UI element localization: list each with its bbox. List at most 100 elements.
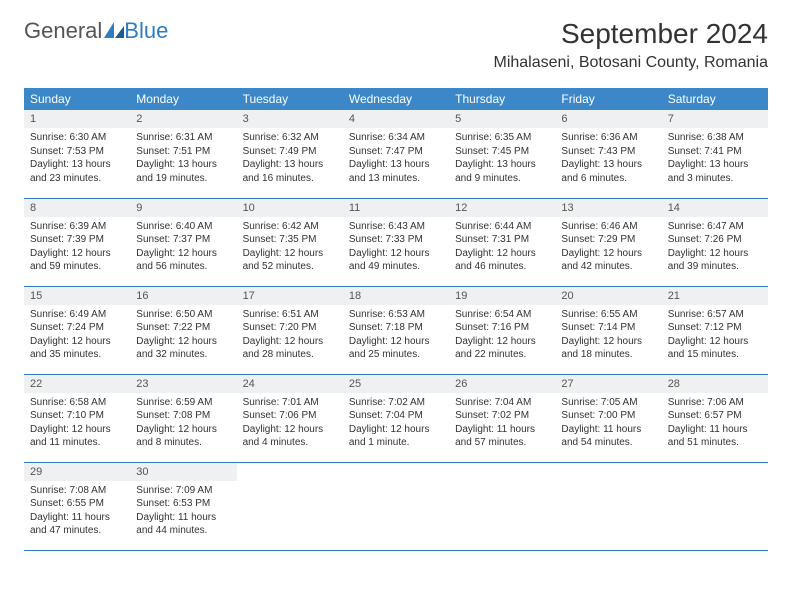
day-body: Sunrise: 6:40 AMSunset: 7:37 PMDaylight:… [130, 217, 236, 280]
daylight-text: and 59 minutes. [30, 260, 124, 274]
day-cell: 27Sunrise: 7:05 AMSunset: 7:00 PMDayligh… [555, 374, 661, 462]
day-body: Sunrise: 6:57 AMSunset: 7:12 PMDaylight:… [662, 305, 768, 368]
day-body: Sunrise: 6:55 AMSunset: 7:14 PMDaylight:… [555, 305, 661, 368]
empty-cell [555, 462, 661, 550]
weekday-header: Saturday [662, 88, 768, 110]
daylight-text: Daylight: 12 hours [30, 335, 124, 349]
sunset-text: Sunset: 7:14 PM [561, 321, 655, 335]
daylight-text: and 3 minutes. [668, 172, 762, 186]
daylight-text: Daylight: 13 hours [243, 158, 337, 172]
day-number: 13 [555, 199, 661, 217]
sunset-text: Sunset: 7:10 PM [30, 409, 124, 423]
weekday-header: Thursday [449, 88, 555, 110]
day-number: 10 [237, 199, 343, 217]
sunrise-text: Sunrise: 7:09 AM [136, 484, 230, 498]
daylight-text: and 8 minutes. [136, 436, 230, 450]
daylight-text: Daylight: 13 hours [136, 158, 230, 172]
daylight-text: Daylight: 12 hours [349, 335, 443, 349]
weekday-header: Friday [555, 88, 661, 110]
day-cell: 11Sunrise: 6:43 AMSunset: 7:33 PMDayligh… [343, 198, 449, 286]
day-body: Sunrise: 7:09 AMSunset: 6:53 PMDaylight:… [130, 481, 236, 544]
day-cell: 14Sunrise: 6:47 AMSunset: 7:26 PMDayligh… [662, 198, 768, 286]
daylight-text: and 6 minutes. [561, 172, 655, 186]
day-number: 25 [343, 375, 449, 393]
week-row: 22 Sunrise: 6:58 AMSunset: 7:10 PM Dayligh… [24, 374, 768, 462]
daylight-text: Daylight: 13 hours [30, 158, 124, 172]
day-cell: 4Sunrise: 6:34 AMSunset: 7:47 PMDaylight… [343, 110, 449, 198]
day-number: 4 [343, 110, 449, 128]
sunset-text: Sunset: 7:31 PM [455, 233, 549, 247]
day-body: Sunrise: 7:05 AMSunset: 7:00 PMDaylight:… [555, 393, 661, 456]
day-body: Sunrise: 6:46 AMSunset: 7:29 PMDaylight:… [555, 217, 661, 280]
daylight-text: Daylight: 12 hours [455, 335, 549, 349]
week-row: 1Sunrise: 6:30 AMSunset: 7:53 PMDaylight… [24, 110, 768, 198]
empty-cell [237, 462, 343, 550]
daylight-text: Daylight: 12 hours [455, 247, 549, 261]
daylight-text: Daylight: 11 hours [455, 423, 549, 437]
sunrise-text: Sunrise: 7:08 AM [30, 484, 124, 498]
sunrise-text: Sunrise: 6:58 AM [30, 396, 124, 410]
sunrise-text: Sunrise: 7:06 AM [668, 396, 762, 410]
sunset-text: Sunset: 7:02 PM [455, 409, 549, 423]
daylight-text: Daylight: 12 hours [349, 423, 443, 437]
daylight-text: Daylight: 13 hours [668, 158, 762, 172]
daylight-text: and 39 minutes. [668, 260, 762, 274]
weekday-header: Monday [130, 88, 236, 110]
day-number: 28 [662, 375, 768, 393]
sunset-text: Sunset: 6:55 PM [30, 497, 124, 511]
day-number: 23 [130, 375, 236, 393]
weekday-header: Tuesday [237, 88, 343, 110]
day-number: 5 [449, 110, 555, 128]
sunrise-text: Sunrise: 7:05 AM [561, 396, 655, 410]
daylight-text: and 47 minutes. [30, 524, 124, 538]
day-body: Sunrise: 6:49 AMSunset: 7:24 PMDaylight:… [24, 305, 130, 368]
sunset-text: Sunset: 7:04 PM [349, 409, 443, 423]
day-cell: 2Sunrise: 6:31 AMSunset: 7:51 PMDaylight… [130, 110, 236, 198]
sunset-text: Sunset: 7:20 PM [243, 321, 337, 335]
weekday-header: Sunday [24, 88, 130, 110]
day-number: 30 [130, 463, 236, 481]
day-cell: 16Sunrise: 6:50 AMSunset: 7:22 PMDayligh… [130, 286, 236, 374]
daylight-text: and 13 minutes. [349, 172, 443, 186]
day-number: 22 [24, 375, 130, 393]
sunrise-text: Sunrise: 7:02 AM [349, 396, 443, 410]
daylight-text: Daylight: 13 hours [349, 158, 443, 172]
daylight-text: Daylight: 12 hours [561, 247, 655, 261]
day-body: Sunrise: 6:51 AMSunset: 7:20 PMDaylight:… [237, 305, 343, 368]
daylight-text: Daylight: 11 hours [668, 423, 762, 437]
day-cell: 9Sunrise: 6:40 AMSunset: 7:37 PMDaylight… [130, 198, 236, 286]
empty-cell [343, 462, 449, 550]
daylight-text: and 54 minutes. [561, 436, 655, 450]
daylight-text: and 56 minutes. [136, 260, 230, 274]
sunset-text: Sunset: 7:24 PM [30, 321, 124, 335]
day-body: Sunrise: 7:02 AMSunset: 7:04 PMDaylight:… [343, 393, 449, 456]
daylight-text: and 49 minutes. [349, 260, 443, 274]
day-cell: 21Sunrise: 6:57 AMSunset: 7:12 PMDayligh… [662, 286, 768, 374]
day-body: Sunrise: 6:38 AMSunset: 7:41 PMDaylight:… [662, 128, 768, 191]
day-number: 2 [130, 110, 236, 128]
daylight-text: and 25 minutes. [349, 348, 443, 362]
empty-cell [449, 462, 555, 550]
sunset-text: Sunset: 6:57 PM [668, 409, 762, 423]
sunrise-text: Sunrise: 6:51 AM [243, 308, 337, 322]
day-cell: 30Sunrise: 7:09 AMSunset: 6:53 PMDayligh… [130, 462, 236, 550]
day-body: Sunrise: 6:53 AMSunset: 7:18 PMDaylight:… [343, 305, 449, 368]
day-number: 14 [662, 199, 768, 217]
logo-word-general: General [24, 18, 102, 44]
daylight-text: and 4 minutes. [243, 436, 337, 450]
day-cell: 15Sunrise: 6:49 AMSunset: 7:24 PMDayligh… [24, 286, 130, 374]
daylight-text: Daylight: 12 hours [136, 423, 230, 437]
sunset-text: Sunset: 7:08 PM [136, 409, 230, 423]
sunrise-text: Sunrise: 6:34 AM [349, 131, 443, 145]
sunrise-text: Sunrise: 6:32 AM [243, 131, 337, 145]
sunrise-text: Sunrise: 6:54 AM [455, 308, 549, 322]
page-header: General Blue September 2024 Mihalaseni, … [24, 18, 768, 72]
day-number: 7 [662, 110, 768, 128]
day-number: 12 [449, 199, 555, 217]
day-body: Sunrise: 6:32 AMSunset: 7:49 PMDaylight:… [237, 128, 343, 191]
daylight-text: and 28 minutes. [243, 348, 337, 362]
daylight-text: and 23 minutes. [30, 172, 124, 186]
daylight-text: Daylight: 12 hours [243, 335, 337, 349]
daylight-text: Daylight: 12 hours [243, 423, 337, 437]
day-cell: 26Sunrise: 7:04 AMSunset: 7:02 PMDayligh… [449, 374, 555, 462]
